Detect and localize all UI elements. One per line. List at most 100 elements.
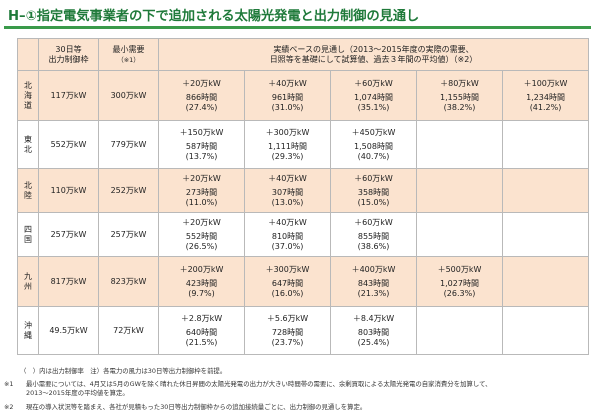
limit-cell: 117万kW <box>38 70 99 121</box>
scenario-cell <box>416 120 503 169</box>
region-char: 東 <box>24 134 32 144</box>
scenario-cell: ＋20万kW 273時間 (11.0%) <box>158 168 245 213</box>
region-cell: 北陸 <box>17 168 39 213</box>
scenario-rate: (41.2%) <box>529 102 562 112</box>
scenario-cell: ＋100万kW 1,234時間 (41.2%) <box>501 70 590 121</box>
footnote-2-line1: 現在の導入状況等を踏まえ、各社が見積もった30日等出力制御枠からの追加接続量ごと… <box>26 403 367 411</box>
scenario-add: ＋200万kW <box>179 264 224 274</box>
scenario-add: ＋150万kW <box>179 127 224 137</box>
scenario-cell: ＋40万kW 810時間 (37.0%) <box>244 212 331 257</box>
region-char: 陸 <box>24 190 32 200</box>
scenario-cell: ＋40万kW 307時間 (13.0%) <box>244 168 331 213</box>
scenario-add: ＋300万kW <box>265 127 310 137</box>
scenario-hours: 961時間 <box>271 92 304 102</box>
scenario-hours: 1,027時間 <box>440 278 479 288</box>
footnote-2-mark: ※2 <box>4 403 14 411</box>
scenario-rate: (26.3%) <box>443 288 476 298</box>
header-outlook-cell: 実績ベースの見通し（2013～2015年度の実際の需要、 日照等を基礎にして試算… <box>157 38 590 71</box>
header-min-demand-line1: 最小需要 <box>112 44 145 54</box>
scenario-add: ＋80万kW <box>440 78 479 88</box>
scenario-rate: (40.7%) <box>357 151 390 161</box>
limit-cell: 110万kW <box>38 168 99 213</box>
header-min-demand-cell: 最小需要 （※1） <box>98 38 159 71</box>
scenario-cell: ＋20万kW 866時間 (27.4%) <box>158 70 245 121</box>
scenario-hours: 1,111時間 <box>268 141 307 151</box>
scenario-cell: ＋450万kW 1,508時間 (40.7%) <box>330 120 417 169</box>
region-cell: 北海道 <box>17 70 39 121</box>
scenario-rate: (16.0%) <box>271 288 304 298</box>
region-char: 縄 <box>24 330 32 340</box>
region-char: 沖 <box>24 320 32 330</box>
scenario-rate: (38.2%) <box>443 102 476 112</box>
scenario-cell: ＋40万kW 961時間 (31.0%) <box>244 70 331 121</box>
region-char: 海 <box>24 90 32 100</box>
scenario-cell: ＋2.8万kW 640時間 (21.5%) <box>158 306 245 355</box>
table-row: 北海道 117万kW 300万kW ＋20万kW 866時間 (27.4%) ＋40万kW 9… <box>17 70 590 121</box>
scenario-hours: 843時間 <box>357 278 390 288</box>
min-demand-cell: 823万kW <box>98 256 159 307</box>
header-limit-line2: 出力制御枠 <box>48 54 89 64</box>
scenario-add: ＋300万kW <box>265 264 310 274</box>
header-row: 30日等 出力制御枠 最小需要 （※1） 実績ベースの見通し（2013～2015… <box>17 38 590 71</box>
min-demand-cell: 779万kW <box>98 120 159 169</box>
scenario-cell: ＋500万kW 1,027時間 (26.3%) <box>416 256 503 307</box>
scenario-hours: 1,155時間 <box>440 92 479 102</box>
footnote-2: ※2 現在の導入状況等を踏まえ、各社が見積もった30日等出力制御枠からの追加接続量… <box>4 403 366 412</box>
scenario-add: ＋60万kW <box>354 217 393 227</box>
scenario-add: ＋5.6万kW <box>266 313 309 323</box>
region-char: 北 <box>24 180 32 190</box>
scenario-rate: (21.3%) <box>357 288 390 298</box>
scenario-hours: 1,074時間 <box>354 92 393 102</box>
scenario-hours: 810時間 <box>271 231 304 241</box>
scenario-rate: (31.0%) <box>271 102 304 112</box>
scenario-rate: (11.0%) <box>185 197 218 207</box>
header-limit-line1: 30日等 <box>55 44 82 54</box>
min-demand-cell: 257万kW <box>98 212 159 257</box>
scenario-cell <box>501 306 590 355</box>
region-char: 国 <box>24 234 32 244</box>
scenario-hours: 1,234時間 <box>526 92 565 102</box>
scenario-add: ＋100万kW <box>523 78 568 88</box>
limit-cell: 552万kW <box>38 120 99 169</box>
region-cell: 四国 <box>17 212 39 257</box>
limit-cell: 817万kW <box>38 256 99 307</box>
scenario-rate: (35.1%) <box>357 102 390 112</box>
header-region-cell <box>17 38 39 71</box>
region-cell: 九州 <box>17 256 39 307</box>
scenario-add: ＋8.4万kW <box>352 313 395 323</box>
table-row: 沖縄 49.5万kW 72万kW ＋2.8万kW 640時間 (21.5%) ＋5.6万kW… <box>17 306 590 355</box>
scenario-hours: 866時間 <box>185 92 218 102</box>
scenario-cell <box>501 120 590 169</box>
table-row: 九州 817万kW 823万kW ＋200万kW 423時間 (9.7%) ＋300万kW 6… <box>17 256 590 307</box>
limit-cell: 49.5万kW <box>38 306 99 355</box>
scenario-hours: 1,508時間 <box>354 141 393 151</box>
min-demand-cell: 300万kW <box>98 70 159 121</box>
table-row: 四国 257万kW 257万kW ＋20万kW 552時間 (26.5%) ＋40万kW 81… <box>17 212 590 257</box>
scenario-hours: 273時間 <box>185 187 218 197</box>
header-outlook-line1: 実績ベースの見通し（2013～2015年度の実際の需要、 <box>273 44 474 54</box>
scenario-add: ＋2.8万kW <box>180 313 223 323</box>
scenario-add: ＋500万kW <box>437 264 482 274</box>
scenario-rate: (37.0%) <box>271 241 304 251</box>
scenario-hours: 358時間 <box>357 187 390 197</box>
scenario-cell: ＋80万kW 1,155時間 (38.2%) <box>416 70 503 121</box>
scenario-cell: ＋20万kW 552時間 (26.5%) <box>158 212 245 257</box>
scenario-hours: 587時間 <box>185 141 218 151</box>
scenario-rate: (38.6%) <box>357 241 390 251</box>
scenario-add: ＋60万kW <box>354 173 393 183</box>
scenario-cell: ＋60万kW 855時間 (38.6%) <box>330 212 417 257</box>
scenario-cell: ＋200万kW 423時間 (9.7%) <box>158 256 245 307</box>
region-char: 九 <box>24 271 32 281</box>
scenario-cell: ＋60万kW 1,074時間 (35.1%) <box>330 70 417 121</box>
header-min-demand-line2: （※1） <box>117 55 140 64</box>
scenario-rate: (15.0%) <box>357 197 390 207</box>
footnote-1: ※1 最小需要については、4月又は5月のGWを除く晴れた休日昇間の太陽光発電の出力… <box>4 380 492 389</box>
scenario-cell: ＋5.6万kW 728時間 (23.7%) <box>244 306 331 355</box>
scenario-add: ＋60万kW <box>354 78 393 88</box>
scenario-cell <box>501 256 590 307</box>
scenario-cell <box>416 168 503 213</box>
scenario-rate: (9.7%) <box>188 288 215 298</box>
scenario-add: ＋20万kW <box>182 78 221 88</box>
table-row: 北陸 110万kW 252万kW ＋20万kW 273時間 (11.0%) ＋40万kW 30… <box>17 168 590 213</box>
limit-cell: 257万kW <box>38 212 99 257</box>
